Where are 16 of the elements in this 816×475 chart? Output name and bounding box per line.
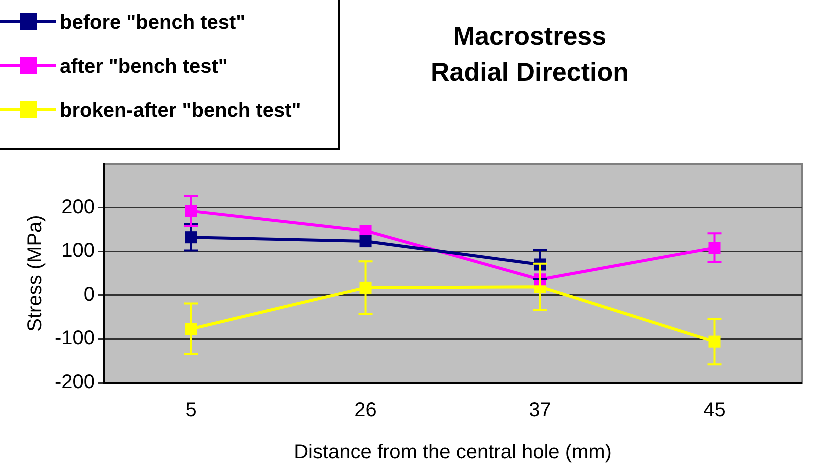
y-axis-title: Stress (MPa) xyxy=(24,215,47,332)
point xyxy=(360,236,372,248)
x-tick-label: 45 xyxy=(704,400,726,422)
y-tick-label: -200 xyxy=(55,372,96,394)
legend-label: before "bench test" xyxy=(60,11,246,36)
legend-label: broken-after "bench test" xyxy=(60,99,302,124)
y-tick-label: -100 xyxy=(55,328,96,350)
y-tick-label: 0 xyxy=(84,284,96,306)
x-tick-label: 26 xyxy=(354,400,377,422)
chart-title: Macrostress Radial Direction xyxy=(430,20,630,89)
x-tick-label: 37 xyxy=(529,400,552,422)
y-tick-label: 200 xyxy=(62,196,96,218)
x-tick-label: 5 xyxy=(186,400,197,422)
legend-label: after "bench test" xyxy=(60,55,228,80)
y-tick-label: 100 xyxy=(62,240,96,262)
x-axis-title: Distance from the central hole (mm) xyxy=(294,442,612,464)
